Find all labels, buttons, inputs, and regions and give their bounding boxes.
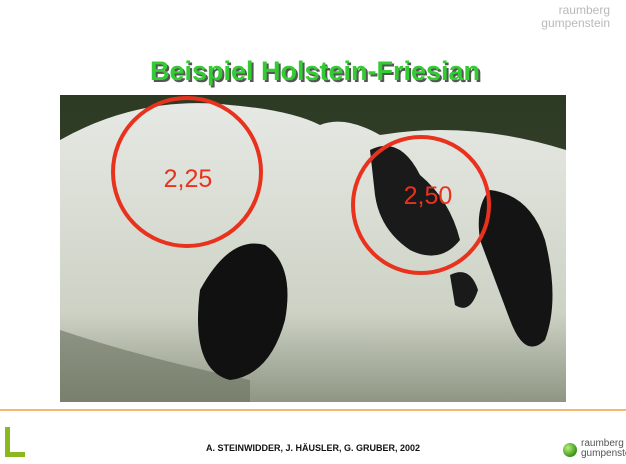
logo-text: gumpenstein [541,16,610,30]
score-label: 2,50 [404,182,453,210]
photo [60,95,566,402]
footer-logo-text: gumpenstein [581,448,626,459]
slide: raumberg gumpenstein Beispiel Holstein-F… [0,0,626,464]
page: raumberg gumpenstein Beispiel Holstein-F… [0,0,626,464]
title: Beispiel Holstein-Friesian [150,56,480,86]
footer-authors: A. STEINWIDDER, J. HÄUSLER, G. GRUBER, 2… [206,443,420,453]
logo-text: raumberg [559,3,610,17]
footer-logo-icon [563,443,577,457]
score-label: 2,25 [164,165,213,193]
